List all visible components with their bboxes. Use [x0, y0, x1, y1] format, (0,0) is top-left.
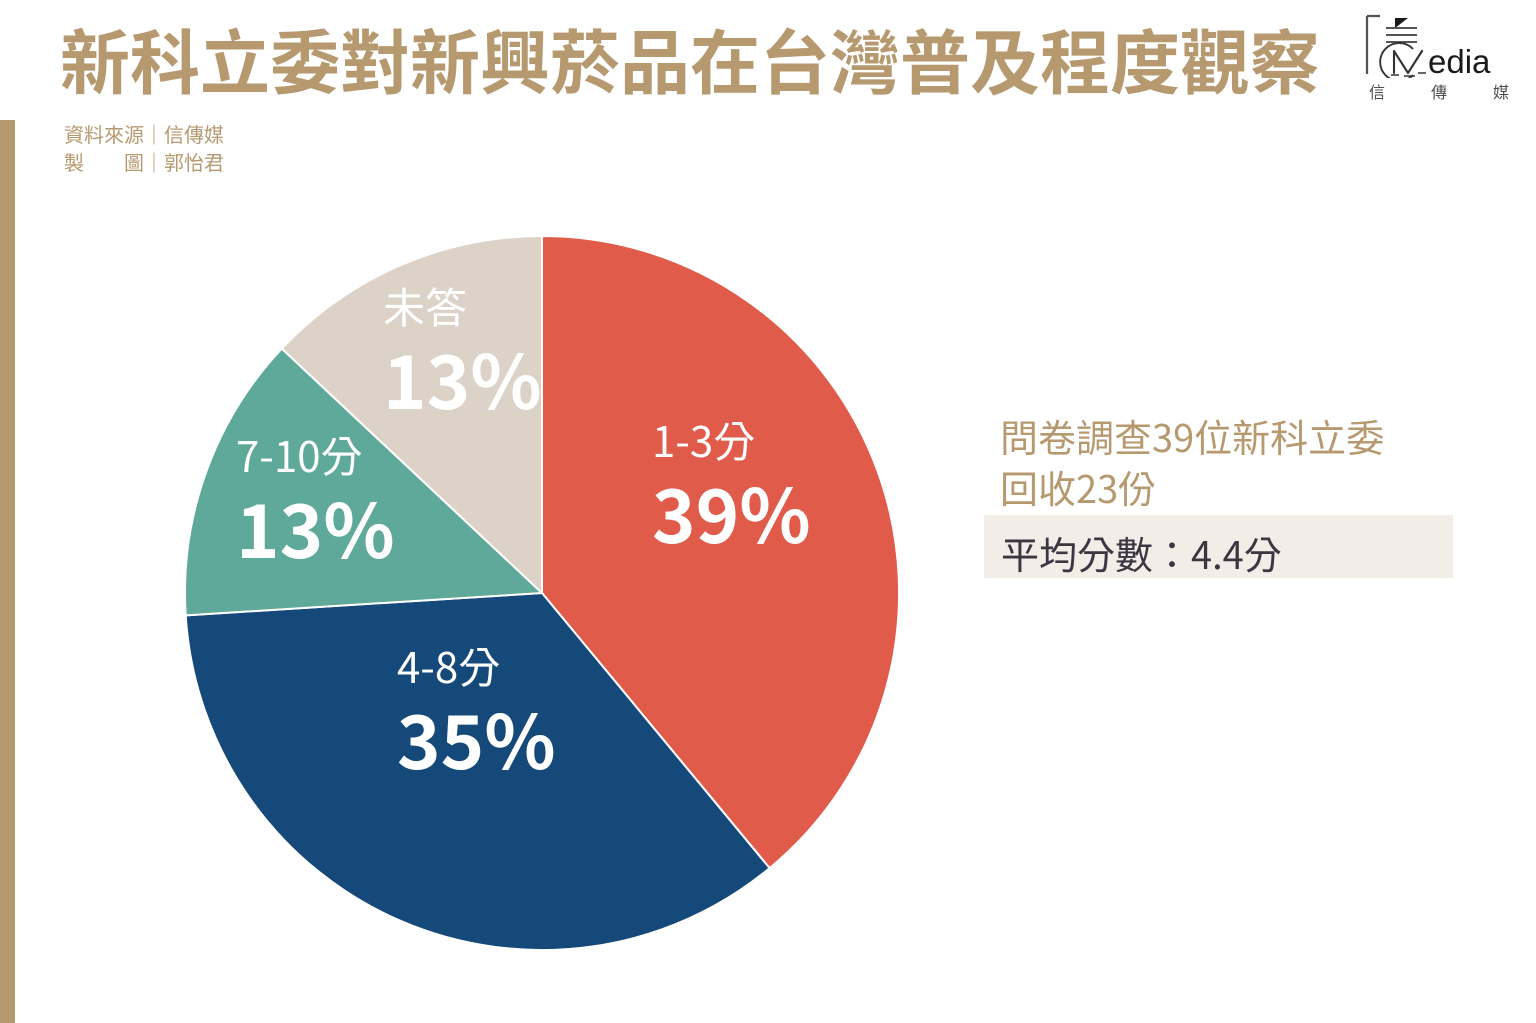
svg-text:edia: edia	[1428, 43, 1491, 78]
